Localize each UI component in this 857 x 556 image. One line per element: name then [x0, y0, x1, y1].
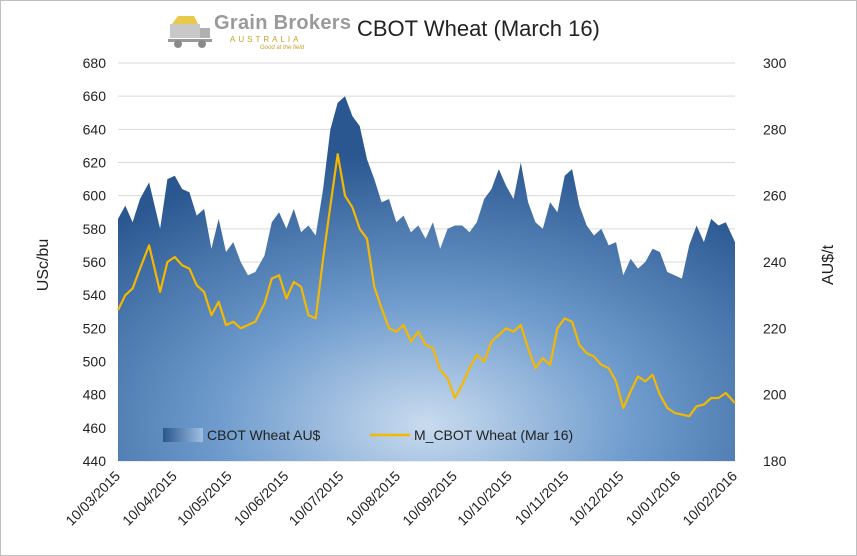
- tick-label: 460: [83, 420, 107, 436]
- logo-subtitle: AUSTRALIA: [230, 35, 302, 44]
- tick-label: 220: [763, 320, 787, 336]
- tick-label: 680: [83, 55, 107, 71]
- legend-label-area: CBOT Wheat AU$: [207, 427, 321, 443]
- tick-label: 10/12/2015: [566, 468, 627, 529]
- tick-label: 10/04/2015: [119, 468, 180, 529]
- tick-label: 10/11/2015: [512, 468, 572, 528]
- tick-label: 540: [83, 287, 107, 303]
- tick-label: 300: [763, 55, 787, 71]
- y-axis-label-right: AU$/t: [820, 244, 837, 285]
- legend: CBOT Wheat AU$ M_CBOT Wheat (Mar 16): [163, 427, 573, 443]
- y-axis-label-left: USc/bu: [35, 239, 52, 291]
- right-axis-ticks: 180 200 220 240 260 280 300: [763, 55, 787, 469]
- series-line-m-cbot-wheat: [117, 153, 736, 418]
- left-axis-ticks: 440 460 480 500 520 540 560 580 600 620 640 660 680: [83, 55, 107, 469]
- tick-label: 10/06/2015: [231, 468, 292, 529]
- tick-label: 440: [83, 453, 107, 469]
- tick-label: 660: [83, 88, 107, 104]
- x-axis-ticks: 10/03/201510/04/201510/05/201510/06/2015…: [62, 468, 740, 529]
- tick-label: 600: [83, 188, 107, 204]
- tick-label: 10/09/2015: [399, 468, 460, 529]
- series-area-cbot-wheat-aud: [118, 96, 735, 461]
- tick-label: 260: [763, 188, 787, 204]
- legend-swatch-area: [163, 428, 203, 442]
- tick-label: 10/02/2016: [679, 468, 740, 529]
- tick-label: 480: [83, 387, 107, 403]
- tick-label: 10/01/2016: [622, 468, 683, 529]
- tick-label: 500: [83, 354, 107, 370]
- chart-title: CBOT Wheat (March 16): [357, 16, 600, 41]
- grain-truck-icon: [168, 16, 212, 48]
- logo-name: Grain Brokers: [214, 12, 352, 34]
- tick-label: 10/03/2015: [62, 468, 123, 529]
- legend-label-line: M_CBOT Wheat (Mar 16): [414, 427, 573, 443]
- tick-label: 520: [83, 320, 107, 336]
- tick-label: 200: [763, 387, 787, 403]
- tick-label: 10/07/2015: [286, 468, 347, 529]
- tick-label: 560: [83, 254, 107, 270]
- tick-label: 10/10/2015: [454, 468, 515, 529]
- grain-brokers-logo: Grain Brokers AUSTRALIA Good at the fiel…: [168, 10, 351, 56]
- tick-label: 580: [83, 221, 107, 237]
- tick-label: 240: [763, 254, 787, 270]
- tick-label: 10/05/2015: [174, 468, 235, 529]
- tick-label: 10/08/2015: [342, 468, 403, 529]
- tick-label: 280: [763, 121, 787, 137]
- tick-label: 180: [763, 453, 787, 469]
- tick-label: 640: [83, 121, 107, 137]
- logo-tagline: Good at the field: [260, 45, 305, 51]
- tick-label: 620: [83, 155, 107, 171]
